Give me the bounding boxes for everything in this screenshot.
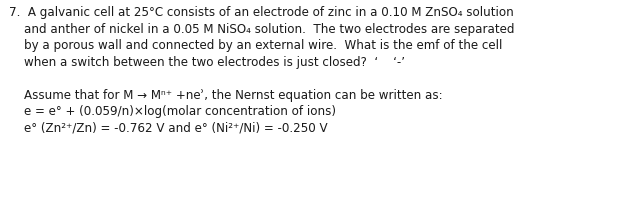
Text: 7.  A galvanic cell at 25°C consists of an electrode of zinc in a 0.10 M ZnSO₄ s: 7. A galvanic cell at 25°C consists of a… xyxy=(9,6,515,135)
